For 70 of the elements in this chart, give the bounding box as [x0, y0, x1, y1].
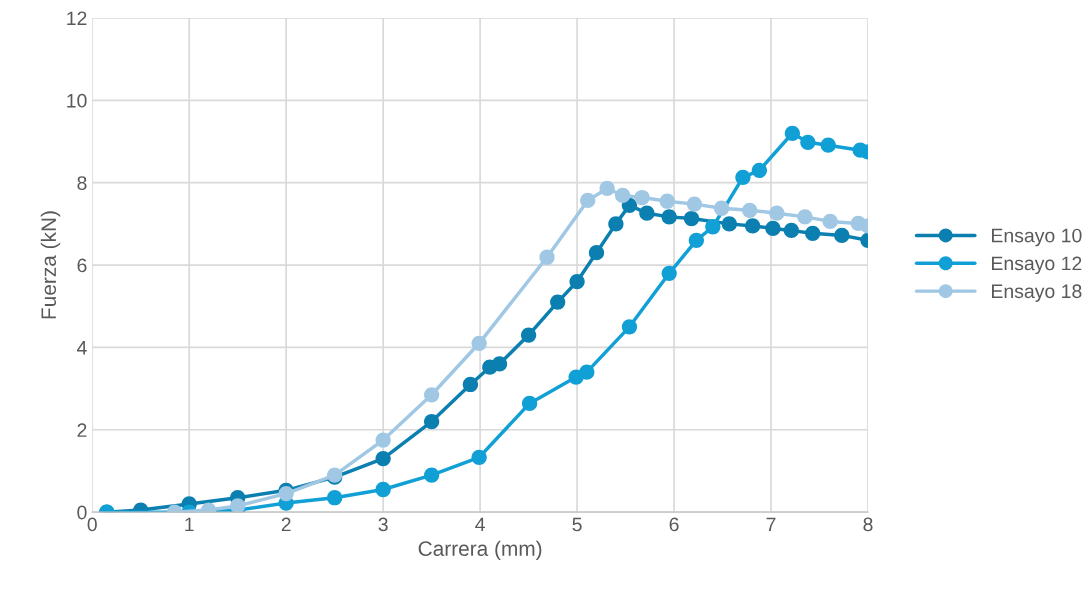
point [783, 222, 800, 239]
point [742, 202, 758, 218]
y-tick-label: 10 [67, 93, 87, 108]
point [375, 481, 391, 498]
point [599, 180, 615, 197]
point [769, 205, 785, 221]
point [471, 335, 487, 351]
y-tick-label: 12 [67, 11, 87, 26]
point [744, 218, 761, 234]
x-tick-label: 6 [669, 517, 679, 532]
x-tick-label: 3 [378, 517, 388, 532]
point [686, 196, 703, 212]
point [423, 387, 440, 403]
y-tick-label: 2 [77, 423, 87, 437]
point [462, 376, 479, 393]
point [521, 395, 538, 412]
point [683, 210, 700, 227]
point [784, 125, 800, 141]
y-tick-label: 0 [77, 505, 87, 520]
point [834, 227, 850, 244]
point [423, 467, 440, 483]
point [579, 364, 595, 380]
x-tick-label: 7 [766, 517, 776, 532]
point [705, 219, 721, 235]
point [800, 134, 816, 150]
point [327, 490, 343, 506]
point [608, 216, 624, 232]
y-axis-title: Fuerza (kN) [40, 211, 61, 319]
point [588, 245, 605, 261]
point [713, 200, 730, 216]
point [735, 169, 751, 185]
point [375, 432, 391, 448]
legend-label: Ensayo 12 [992, 256, 1082, 275]
y-tick-label: 8 [77, 176, 87, 190]
legend-label: Ensayo 10 [992, 228, 1082, 247]
point [661, 265, 677, 281]
x-tick-label: 8 [863, 517, 873, 532]
point [580, 192, 596, 209]
point [797, 209, 813, 225]
point [751, 162, 768, 178]
point [805, 225, 821, 241]
point [278, 485, 294, 502]
point [423, 413, 440, 430]
x-tick-label: 0 [87, 517, 97, 532]
x-tick-label: 2 [281, 517, 291, 532]
x-tick-label: 5 [572, 517, 582, 532]
point [375, 450, 391, 467]
point [639, 205, 655, 221]
point [661, 209, 677, 225]
point [765, 220, 781, 237]
point [569, 273, 585, 290]
point [491, 356, 508, 372]
y-tick-label: 4 [77, 341, 87, 355]
point [721, 216, 737, 232]
x-axis-title: Carrera (mm) [418, 540, 542, 561]
point [550, 294, 566, 310]
point [471, 449, 487, 466]
legend-label: Ensayo 18 [992, 284, 1082, 302]
point [621, 319, 638, 335]
point [822, 213, 838, 230]
point [520, 327, 537, 343]
x-tick-label: 4 [475, 517, 485, 532]
point [615, 187, 631, 204]
y-tick-label: 6 [77, 258, 87, 273]
point [634, 189, 650, 206]
point [539, 249, 555, 265]
point [659, 193, 675, 209]
x-tick-label: 1 [185, 517, 194, 532]
point [688, 232, 704, 248]
point [820, 137, 836, 153]
